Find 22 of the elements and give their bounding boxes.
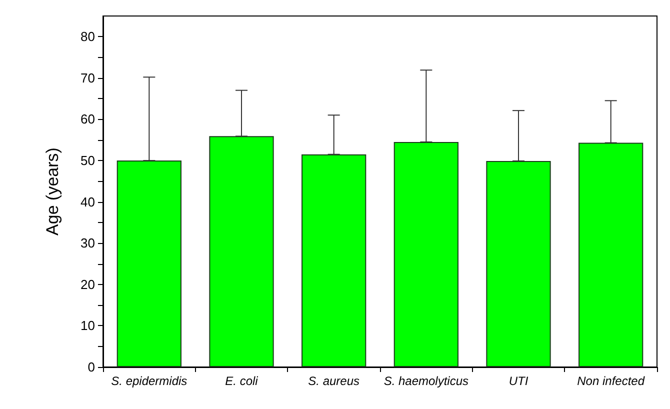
bar xyxy=(116,160,182,367)
bar xyxy=(578,142,644,367)
x-tick-label: Non infected xyxy=(577,374,645,388)
bar xyxy=(486,160,551,367)
x-tick-label: E. coli xyxy=(225,374,258,388)
x-tick-label: UTI xyxy=(508,374,529,388)
x-tick-label: S. haemolyticus xyxy=(384,374,469,388)
bar xyxy=(302,154,366,367)
y-tick-label: 80 xyxy=(80,29,95,44)
y-tick-label: 0 xyxy=(88,360,95,374)
y-tick-label: 70 xyxy=(80,70,95,86)
x-tick-label: S. epidermidis xyxy=(111,374,188,388)
y-tick-label: 40 xyxy=(80,194,95,210)
y-tick-label: 60 xyxy=(80,112,95,127)
y-tick-label: 50 xyxy=(80,153,95,168)
y-axis-title: Age (years) xyxy=(43,148,62,236)
y-tick-label: 10 xyxy=(80,318,95,334)
y-tick-label: 20 xyxy=(80,276,95,292)
bar xyxy=(394,142,458,367)
x-tick-label: S. aureus xyxy=(308,374,360,388)
y-tick-label: 30 xyxy=(80,236,95,251)
bar xyxy=(209,136,274,367)
